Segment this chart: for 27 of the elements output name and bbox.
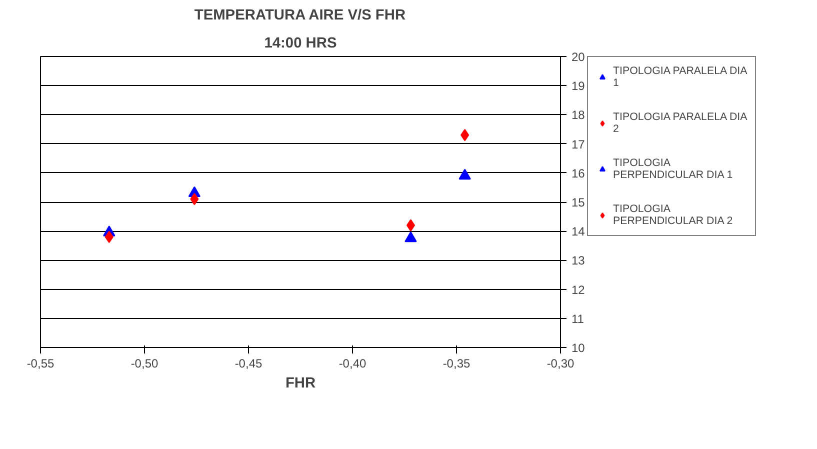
y-tick-label: 16: [572, 166, 586, 180]
x-tick-label: -0,55: [26, 356, 54, 370]
y-tick-label: 19: [572, 79, 586, 94]
point: [404, 231, 417, 242]
x-axis-title: FHR: [285, 376, 316, 392]
x-tick-label: -0,45: [234, 356, 262, 370]
y-tick-label: 13: [572, 254, 586, 268]
y-tick-label: 14: [572, 224, 586, 239]
chart-title: TEMPERATURA AIRE V/S FHR: [194, 8, 406, 24]
y-tick-label: 17: [572, 137, 586, 152]
chart-subtitle: 14:00 HRS: [264, 36, 337, 52]
y-tick-label: 20: [572, 50, 586, 64]
y-tick-label: 12: [572, 282, 586, 297]
y-tick-label: 11: [572, 312, 584, 326]
point: [406, 219, 416, 232]
legend-label: TIPOLOGIA PERPENDICULAR DIA 1: [613, 157, 733, 181]
x-tick-label: -0,40: [338, 356, 366, 370]
legend-label: TIPOLOGIA PERPENDICULAR DIA 2: [613, 203, 733, 227]
legend-label: TIPOLOGIA PARALELA DIA 2: [613, 111, 748, 135]
y-tick-label: 15: [572, 196, 586, 210]
x-tick-label: -0,50: [130, 356, 158, 370]
point: [458, 168, 471, 180]
x-tick-label: -0,30: [546, 356, 574, 370]
legend-label: TIPOLOGIA PARALELA DIA 1: [613, 65, 748, 89]
y-tick-label: 18: [572, 108, 586, 122]
y-tick-label: 10: [572, 341, 586, 355]
x-tick-label: -0,35: [442, 356, 470, 370]
